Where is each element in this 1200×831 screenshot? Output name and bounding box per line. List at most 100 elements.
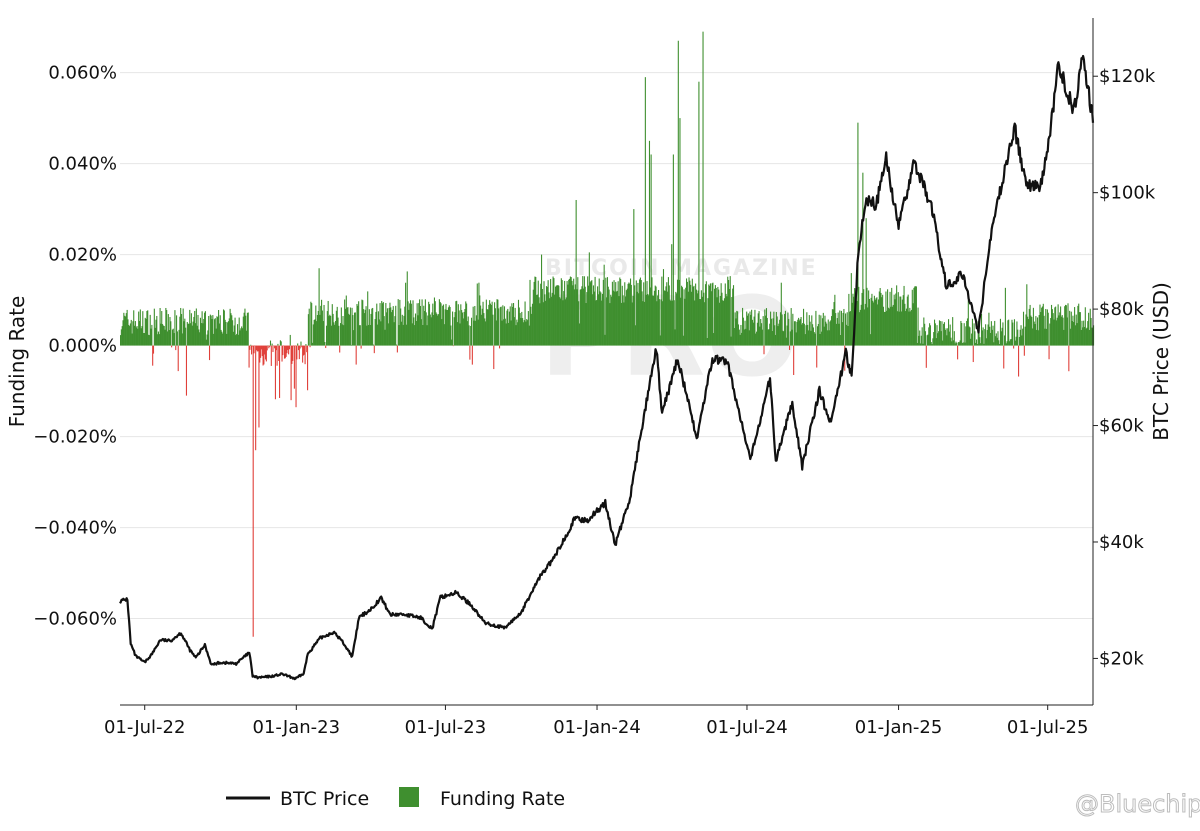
funding-rate-bar (745, 328, 747, 346)
funding-rate-bar (811, 315, 813, 346)
funding-rate-bar (737, 311, 739, 346)
funding-rate-bar (708, 284, 710, 346)
funding-rate-bar (250, 344, 252, 346)
funding-rate-bar (669, 299, 671, 346)
funding-rate-bar (836, 318, 838, 346)
funding-rate-bar (219, 315, 221, 346)
funding-rate-bar (389, 302, 391, 346)
funding-rate-bar (740, 324, 742, 346)
funding-rate-bar (1025, 314, 1027, 346)
funding-rate-bar (329, 314, 331, 346)
funding-rate-bar (840, 310, 842, 346)
funding-rate-bar (792, 313, 794, 346)
funding-rate-bar (441, 319, 443, 346)
funding-rate-bar (723, 300, 725, 346)
funding-rate-bar (283, 345, 285, 347)
funding-rate-bar (989, 326, 991, 346)
funding-rate-bar (858, 286, 860, 346)
funding-rate-bar (400, 321, 403, 346)
funding-rate-bar (604, 334, 606, 346)
funding-rate-bar (335, 310, 337, 346)
funding-rate-bar (204, 312, 206, 346)
funding-rate-bar (276, 345, 278, 366)
funding-rate-bar (173, 333, 175, 346)
funding-rate-bar (676, 293, 678, 346)
funding-rate-bar (1011, 319, 1013, 346)
funding-rate-bar (1000, 331, 1002, 346)
funding-rate-bar (841, 322, 843, 346)
funding-rate-bar (641, 291, 643, 346)
funding-rate-bar (1002, 322, 1004, 346)
funding-rate-bar (241, 326, 243, 346)
funding-rate-bar (301, 345, 303, 348)
funding-rate-bar (922, 343, 924, 346)
funding-rate-bar (722, 300, 724, 346)
y-axis-title-left: Funding Rate (5, 296, 29, 428)
funding-rate-bar (660, 299, 662, 346)
funding-rate-bar (783, 331, 785, 346)
funding-rate-bar (633, 209, 635, 346)
funding-rate-bar (478, 282, 480, 346)
funding-rate-bar (721, 292, 723, 346)
funding-rate-bar (601, 293, 604, 346)
funding-rate-bar (788, 345, 791, 350)
funding-rate-bar (574, 284, 576, 346)
funding-rate-bar (265, 345, 267, 360)
funding-rate-bar (913, 287, 915, 346)
funding-rate-bar (675, 291, 677, 346)
funding-rate-bar (419, 299, 421, 346)
funding-rate-bar (258, 345, 260, 428)
legend-item-btc-price[interactable]: BTC Price (226, 788, 369, 810)
funding-rate-bar (445, 303, 447, 346)
funding-rate-bar (343, 325, 345, 346)
funding-rate-bar (768, 329, 770, 346)
funding-rate-bar (260, 345, 262, 350)
funding-rate-bar (762, 316, 764, 346)
funding-rate-bar (680, 297, 682, 346)
funding-rate-bar (199, 332, 201, 346)
funding-rate-bar (873, 302, 875, 346)
funding-rate-bar (729, 276, 731, 346)
funding-rate-bar (622, 295, 624, 346)
funding-rate-bar (433, 314, 435, 346)
funding-rate-bar (379, 303, 381, 346)
funding-rate-bar (674, 329, 676, 346)
funding-rate-bar (980, 313, 983, 346)
funding-rate-bar (900, 296, 902, 346)
funding-rate-bar (953, 331, 955, 346)
funding-rate-bar (862, 172, 864, 346)
funding-rate-bar (987, 324, 989, 346)
funding-rate-bar (180, 313, 183, 346)
funding-rate-bar (573, 289, 576, 346)
funding-rate-bar (146, 310, 148, 346)
funding-rate-bar (550, 278, 552, 346)
funding-rate-bar (625, 296, 627, 346)
funding-rate-bar (140, 328, 142, 346)
funding-rate-bar (321, 310, 323, 346)
funding-rate-bar (925, 345, 927, 368)
funding-rate-bar (725, 293, 727, 346)
funding-rate-bar (520, 317, 522, 346)
funding-rate-bar (315, 305, 317, 346)
funding-rate-bar (510, 320, 512, 346)
funding-rate-bar (909, 307, 911, 346)
funding-rate-bar (298, 345, 300, 360)
funding-rate-bar (326, 311, 328, 346)
funding-rate-bar (303, 345, 305, 355)
funding-rate-bar (537, 280, 539, 346)
funding-rate-bar (1086, 327, 1088, 346)
funding-rate-bar (1062, 317, 1064, 346)
funding-rate-bar (511, 303, 513, 346)
funding-rate-bar (498, 308, 500, 346)
funding-rate-bar (952, 340, 955, 346)
funding-rate-bar (1084, 307, 1086, 346)
funding-rate-bar (281, 345, 283, 362)
funding-rate-bar (985, 324, 987, 346)
funding-rate-bar (237, 334, 239, 346)
funding-rate-bar (412, 300, 414, 346)
funding-rate-bar (653, 295, 655, 346)
funding-rate-bar (414, 325, 416, 346)
legend-item-funding-rate[interactable]: Funding Rate (399, 787, 565, 810)
funding-rate-bar (1012, 322, 1014, 346)
funding-rate-bar (683, 289, 685, 346)
